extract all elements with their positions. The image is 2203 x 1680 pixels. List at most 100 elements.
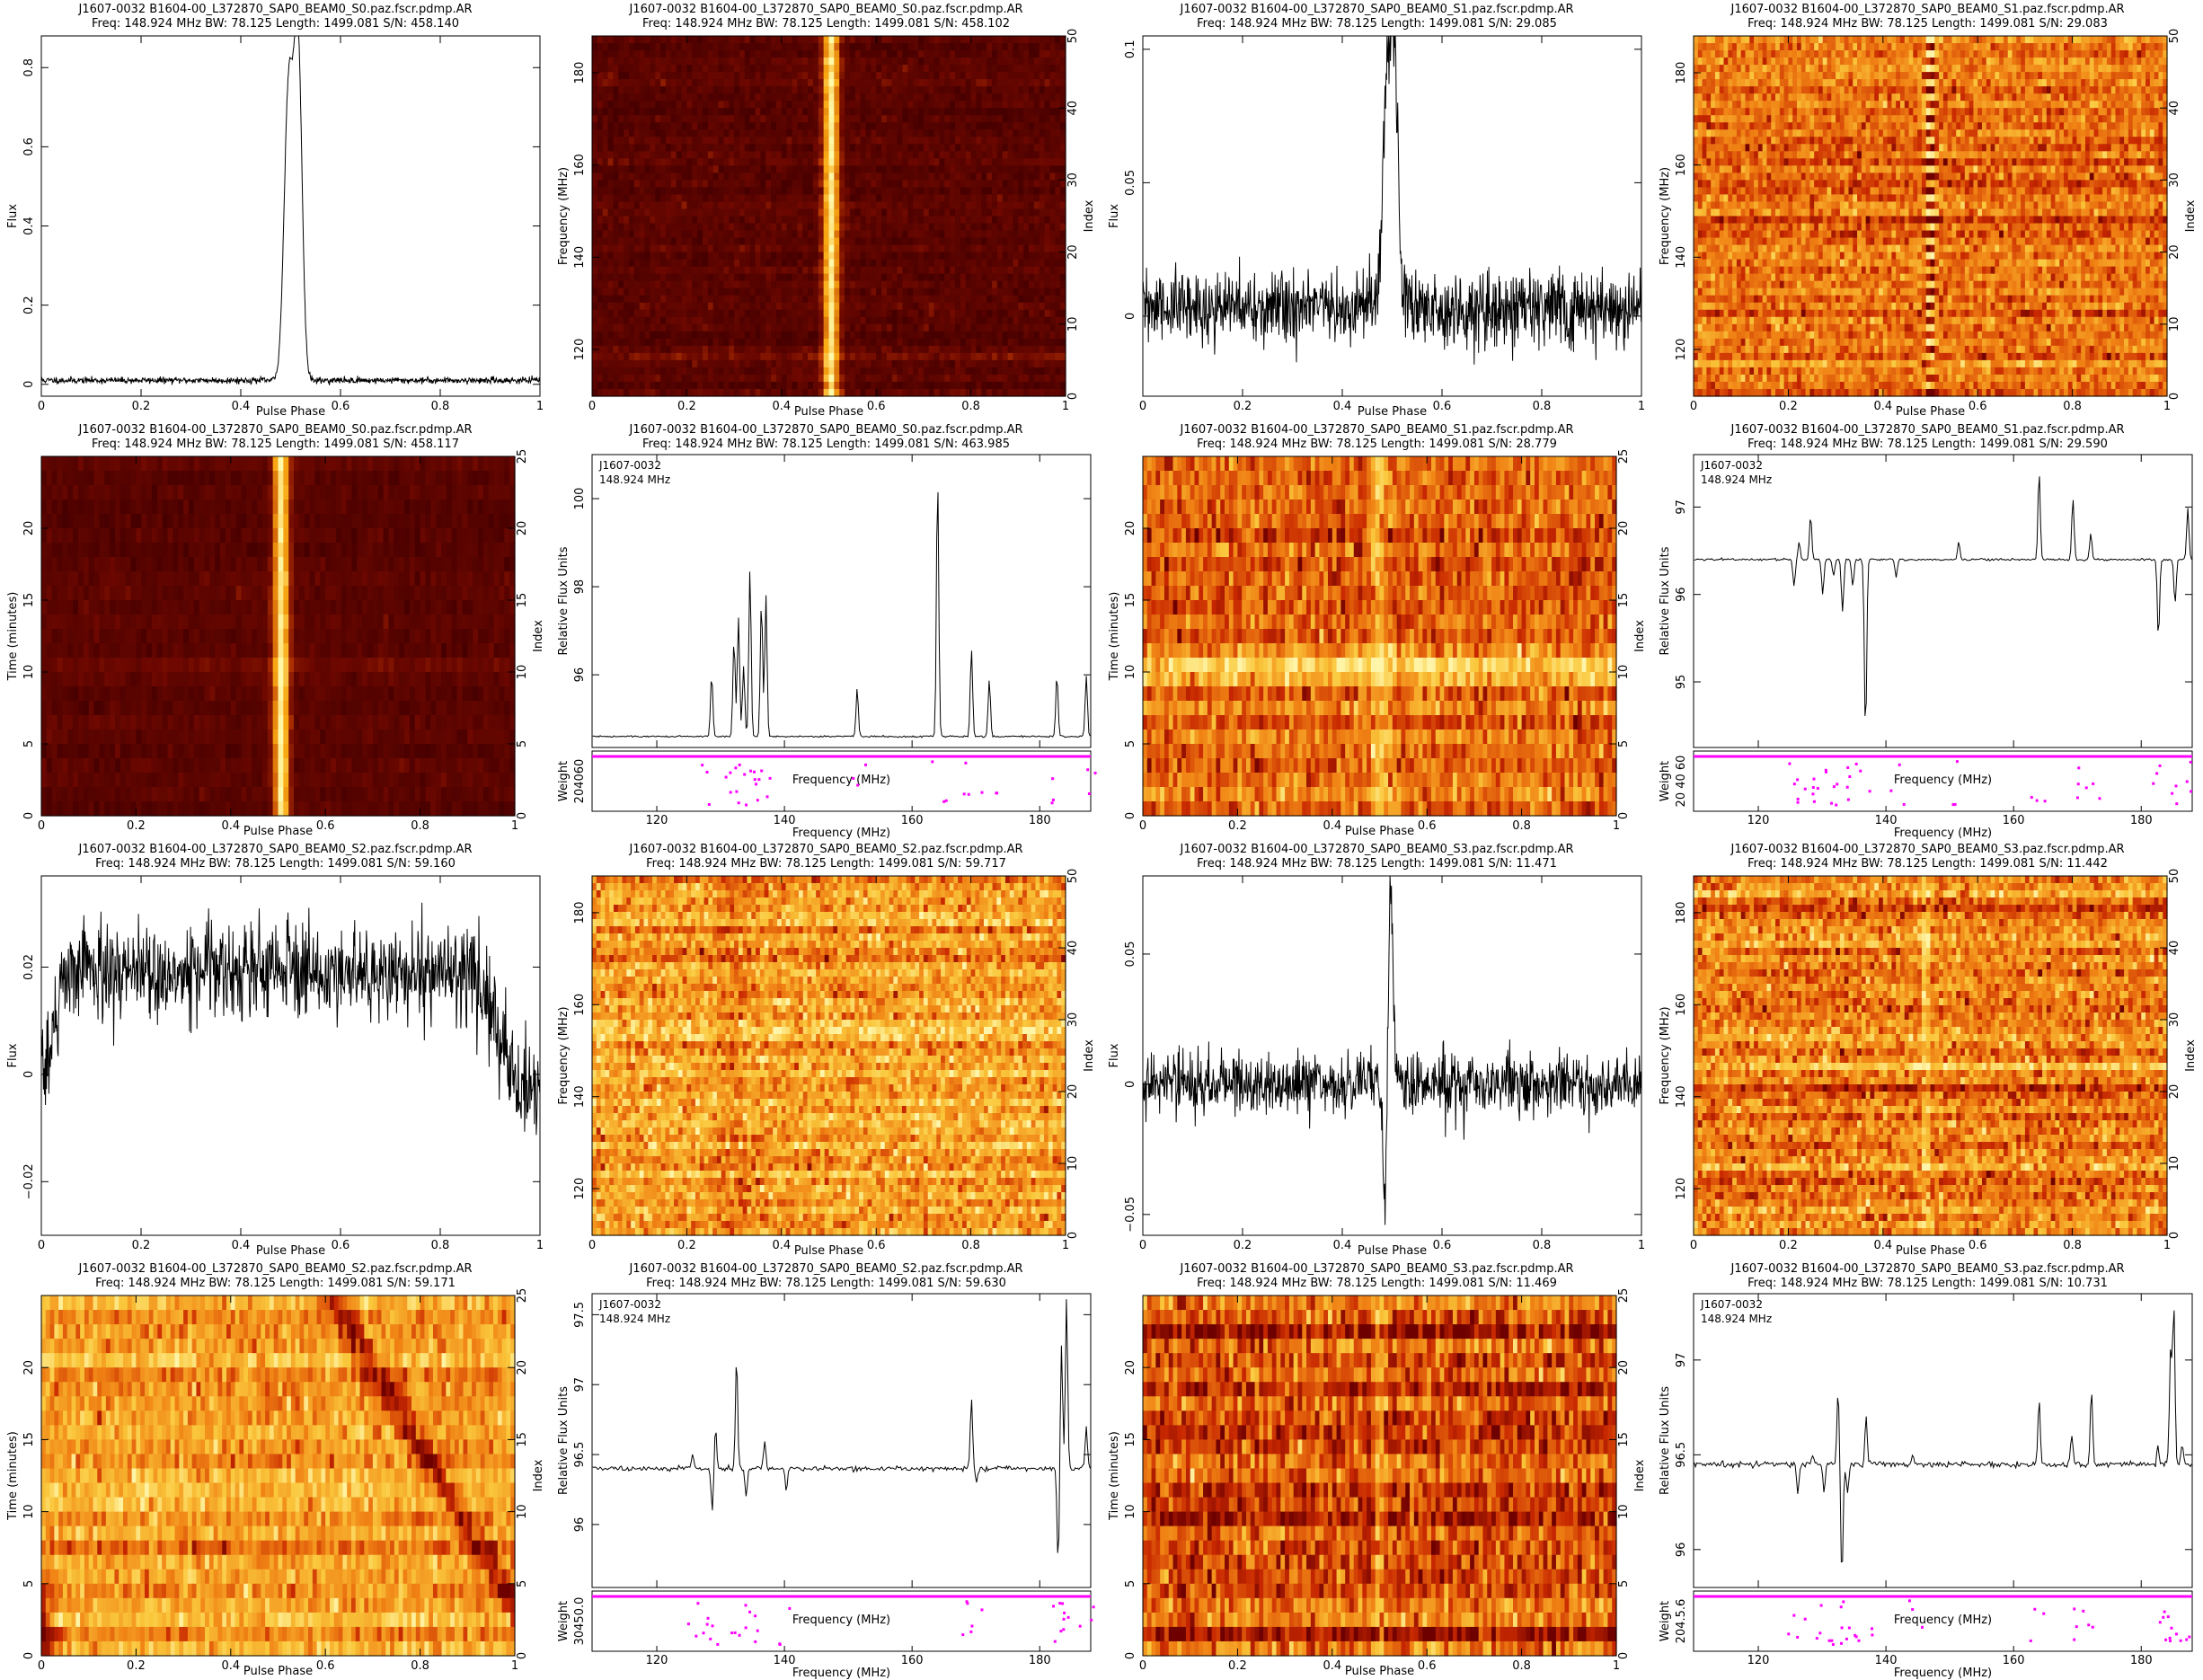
heatmap-cell [2145,36,2151,44]
heatmap-cell [970,244,978,253]
heatmap-cell [923,237,930,246]
heatmap-cell [839,216,845,225]
heatmap-cell [1049,252,1056,261]
heatmap-cell [624,72,630,80]
heatmap-cell [718,374,724,383]
heatmap-cell [613,381,619,390]
heatmap-cell [712,180,720,189]
heatmap-cell [792,115,798,123]
heatmap-cell [996,388,1004,397]
heatmap-cell [624,388,630,397]
heatmap-cell [660,137,667,145]
heatmap-cell [1044,273,1051,282]
heatmap-cell [665,266,672,275]
heatmap-cell [660,201,667,210]
heatmap-cell [755,122,761,130]
heatmap-cell [697,252,703,261]
heatmap-cell [1018,93,1024,102]
heatmap-cell [970,237,978,246]
heatmap-cell [686,43,693,51]
heatmap-cell [996,323,1004,332]
heatmap-cell [960,280,967,289]
heatmap-cell [828,331,835,340]
heatmap-cell [907,65,914,73]
heatmap-cell [692,331,698,340]
heatmap-cell [775,108,783,116]
heatmap-cell [1711,43,1716,51]
heatmap-cell [1013,122,1019,130]
heatmap-cell [660,266,667,275]
heatmap-cell [739,86,746,94]
heatmap-cell [950,122,956,130]
heatmap-cell [613,244,619,253]
heatmap-cell [923,158,930,166]
heatmap-cell [1044,208,1051,217]
heatmap-cell [792,259,798,268]
heatmap-cell [781,165,788,173]
heatmap-cell [2093,50,2099,58]
heatmap-cell [955,86,961,94]
heatmap-cell [1887,36,1892,44]
heatmap-cell [1007,201,1014,210]
heatmap-cell [771,86,777,94]
heatmap-cell [960,367,967,376]
heatmap-cell [697,230,703,239]
heatmap-cell [944,36,951,44]
heatmap-cell [602,144,609,152]
heatmap-cell [1711,57,1716,66]
heatmap-cell [1033,309,1040,318]
heatmap-cell [1013,381,1019,390]
heatmap-cell [1029,65,1035,73]
heatmap-cell [633,137,641,145]
heatmap-cell [1055,259,1061,268]
heatmap-cell [1002,194,1009,203]
heatmap-cell [633,129,641,137]
heatmap-cell [865,108,871,116]
heatmap-cell [955,137,961,145]
heatmap-cell [786,101,793,109]
heatmap-cell [597,172,604,181]
heatmap-cell [834,259,840,268]
heatmap-cell [939,172,945,181]
heatmap-cell [876,367,882,376]
heatmap-cell [1044,338,1051,347]
heatmap-cell [865,180,871,189]
heatmap-cell [1925,50,1932,58]
heatmap-cell [744,216,751,225]
heatmap-cell [592,302,598,311]
heatmap-cell [1055,86,1061,94]
heatmap-cell [849,108,856,116]
heatmap-cell [723,367,730,376]
heatmap-cell [965,244,972,253]
heatmap-cell [765,165,772,173]
heatmap-cell [849,352,856,361]
heatmap-cell [775,158,783,166]
heatmap-cell [828,57,835,66]
heatmap-cell [828,65,835,73]
y-tick-label: 160 [573,154,587,176]
heatmap-cell [613,216,619,225]
heatmap-cell [1049,79,1056,87]
heatmap-cell [907,302,914,311]
heatmap-cell [1981,50,1987,58]
heatmap-cell [771,223,777,232]
heatmap-cell [597,388,604,397]
heatmap-cell [1023,230,1030,239]
heatmap-cell [786,244,793,253]
heatmap-cell [597,237,604,246]
heatmap-cell [681,352,687,361]
heatmap-cell [950,309,956,318]
heatmap-cell [1013,374,1019,383]
heatmap-cell [944,331,951,340]
heatmap-cell [939,101,945,109]
heatmap-cell [955,115,961,123]
heatmap-cell [607,65,615,73]
heatmap-cell [712,266,720,275]
heatmap-cell [2033,50,2039,58]
heatmap-cell [939,316,945,325]
heatmap-cell [786,280,793,289]
heatmap-cell [1757,43,1764,51]
heatmap-cell [650,309,656,318]
heatmap-cell [860,223,867,232]
heatmap-cell [650,244,656,253]
